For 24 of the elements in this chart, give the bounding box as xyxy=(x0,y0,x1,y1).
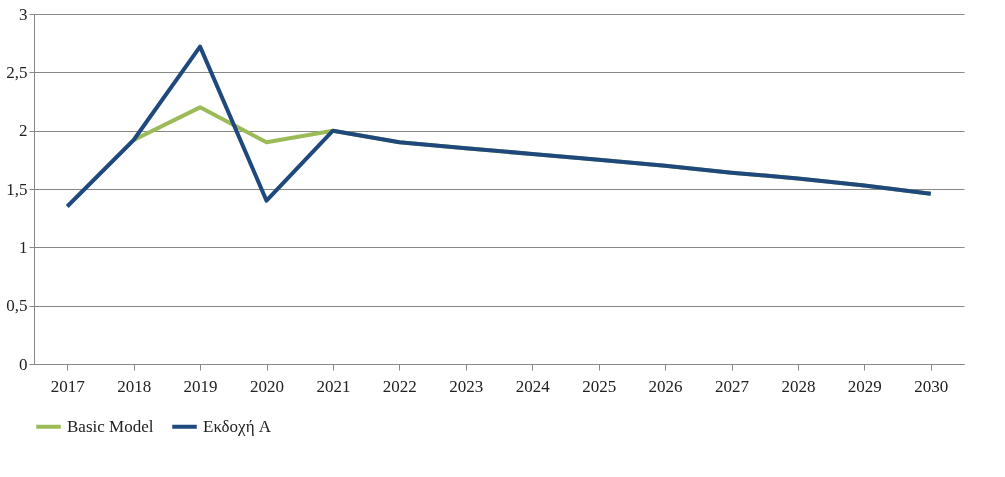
y-tick-label: 0 xyxy=(19,354,28,374)
y-tick-label: 0,5 xyxy=(6,296,28,316)
y-tick-label: 2,5 xyxy=(6,62,28,82)
x-tick-label: 2017 xyxy=(50,376,86,396)
x-tick-label: 2021 xyxy=(316,376,351,396)
x-tick-label: 2023 xyxy=(449,376,484,396)
x-tick-label: 2030 xyxy=(914,376,949,396)
x-tick-label: 2029 xyxy=(847,376,882,396)
line-series xyxy=(65,44,933,209)
y-tick-label: 2 xyxy=(19,121,28,141)
x-tick-label: 2025 xyxy=(582,376,617,396)
x-tick-label: 2027 xyxy=(715,376,750,396)
x-tick-label: 2028 xyxy=(781,376,816,396)
legend-label: Εκδοχή A xyxy=(203,416,272,436)
x-tick-label: 2020 xyxy=(250,376,284,396)
legend-label: Basic Model xyxy=(67,416,154,436)
y-tick-label: 1,5 xyxy=(6,179,28,199)
x-tick-label: 2022 xyxy=(382,376,417,396)
y-tick-label: 3 xyxy=(19,4,28,24)
x-tick-label: 2018 xyxy=(117,376,152,396)
x-tick-label: 2026 xyxy=(648,376,683,396)
x-tick-label: 2024 xyxy=(515,376,551,396)
y-tick-label: 1 xyxy=(19,237,28,257)
x-tick-label: 2019 xyxy=(183,376,218,396)
